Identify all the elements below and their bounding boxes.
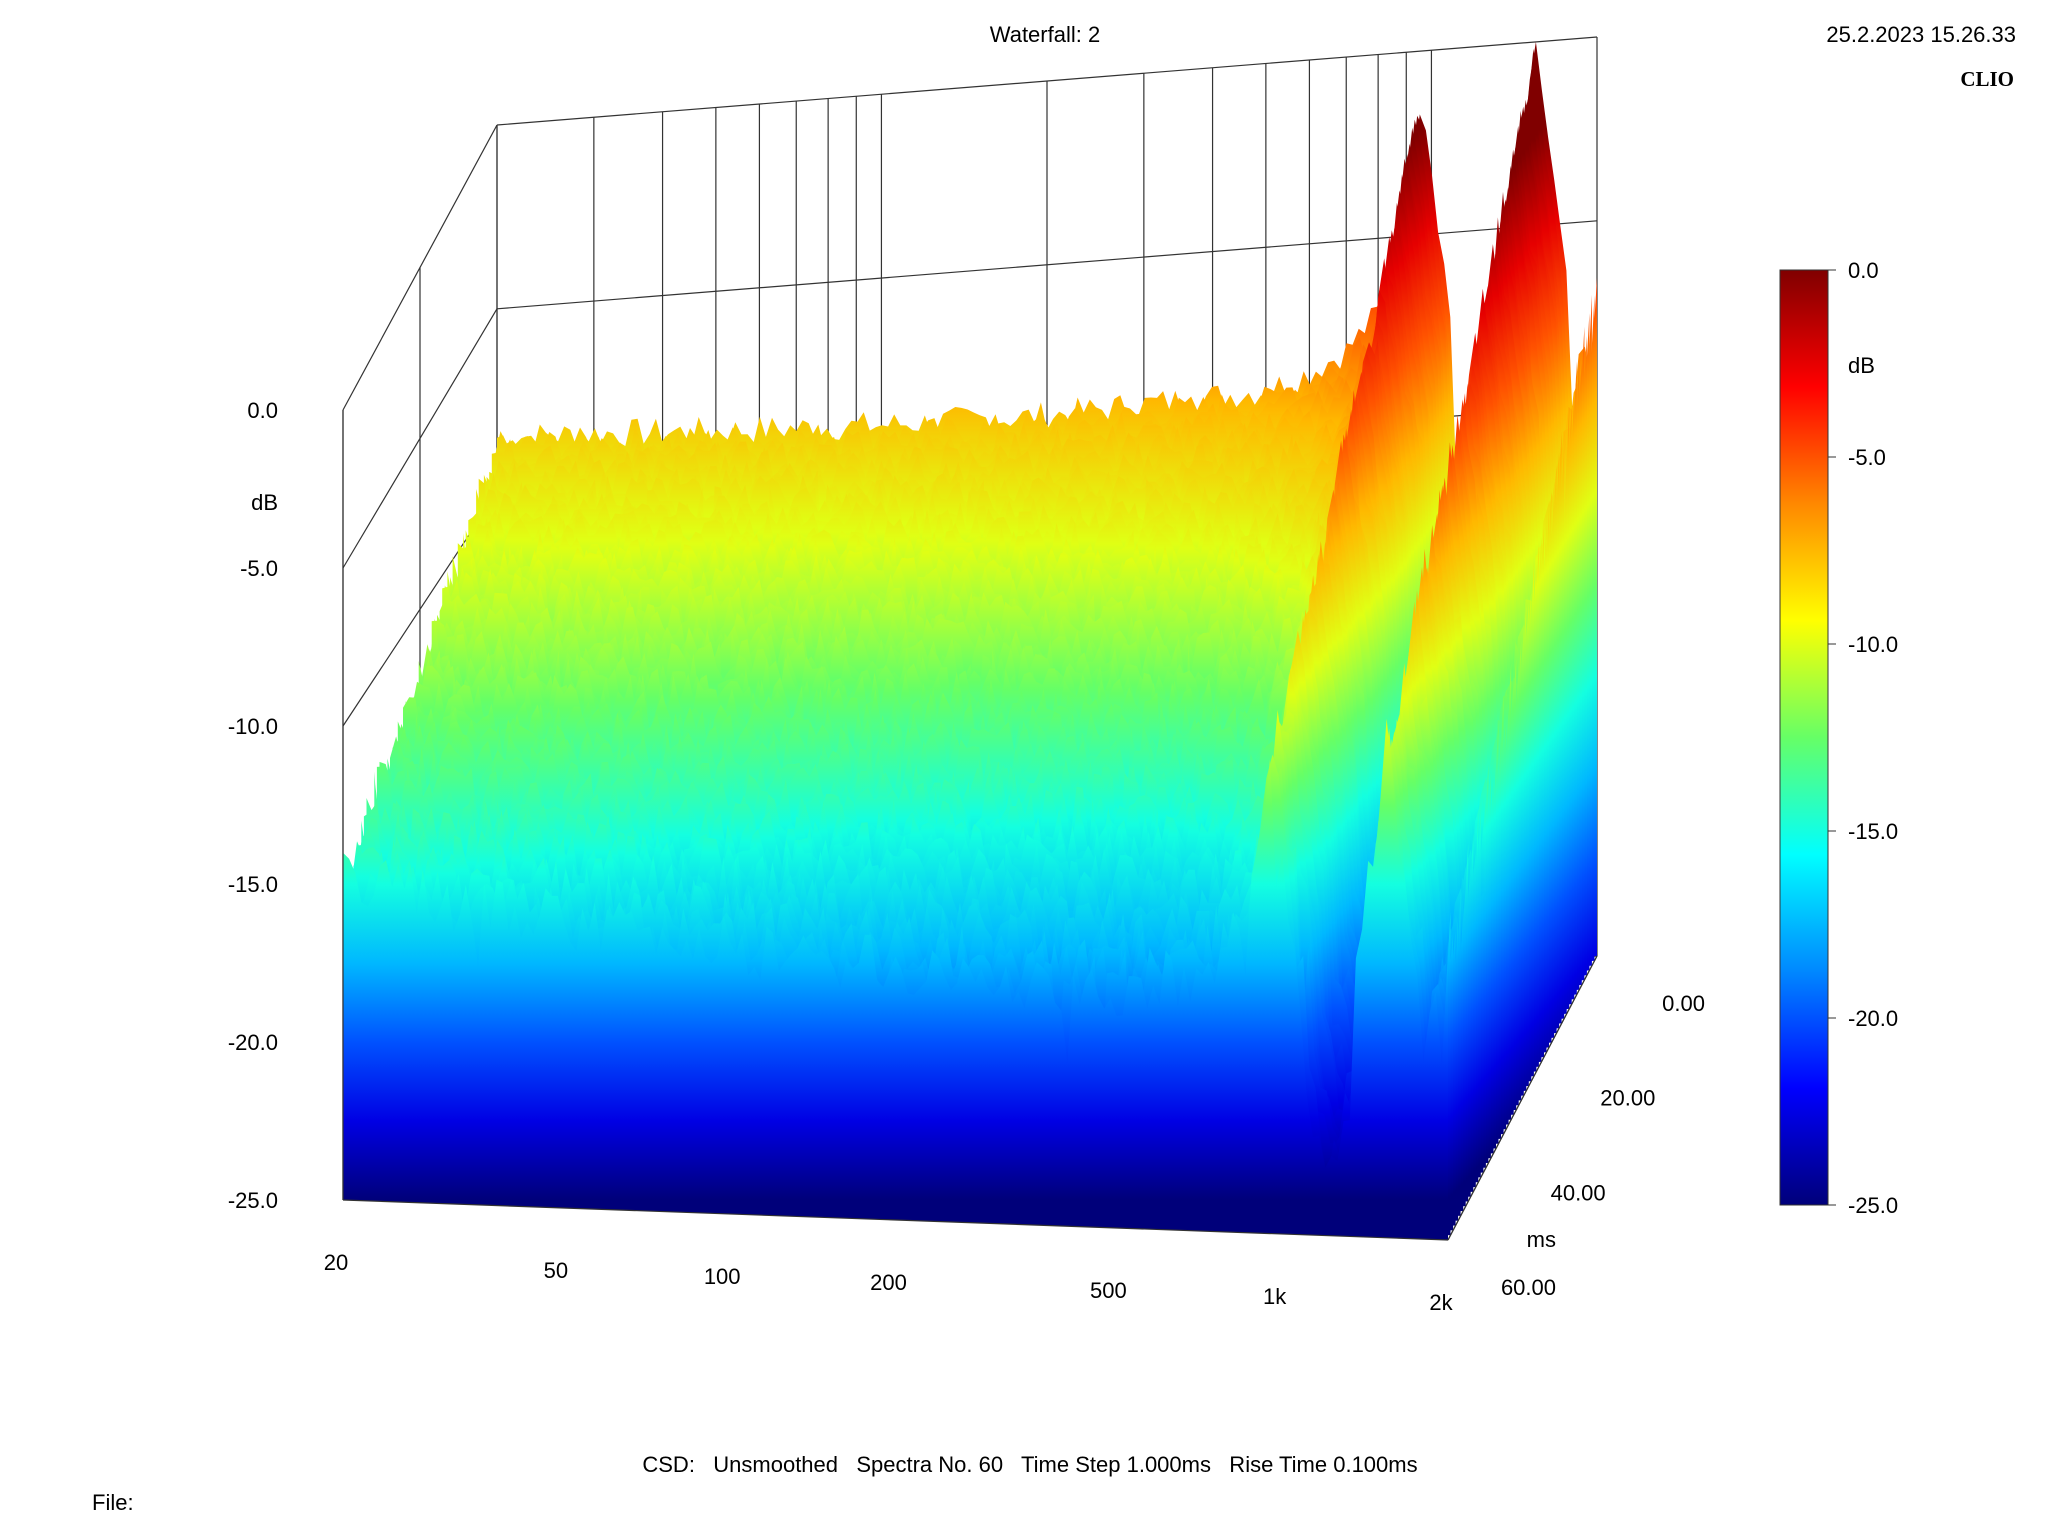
- y-tick-label: -25.0: [228, 1188, 278, 1213]
- x-axis-tick-labels: 20 50 100 200 500 1k 2k: [324, 1250, 1454, 1315]
- y-tick-label: -20.0: [228, 1030, 278, 1055]
- z-axis-tick-labels: 0.00 20.00 40.00 60.00: [1501, 991, 1705, 1300]
- colorbar-tick-label: -25.0: [1848, 1193, 1898, 1218]
- colorbar-tick-labels: 0.0 -5.0 -10.0 -15.0 -20.0 -25.0: [1828, 258, 1898, 1218]
- colorbar-tick-label: -10.0: [1848, 632, 1898, 657]
- spectrum-slice: [343, 718, 1448, 1240]
- colorbar-tick-label: -20.0: [1848, 1006, 1898, 1031]
- colorbar: [1779, 269, 1829, 1206]
- brand-logo: CLIO: [1960, 67, 2014, 91]
- x-tick-label: 20: [324, 1250, 348, 1275]
- z-tick-label: 40.00: [1551, 1180, 1606, 1205]
- x-tick-label: 200: [870, 1270, 907, 1295]
- x-tick-label: 500: [1090, 1278, 1127, 1303]
- file-label: File:: [92, 1490, 134, 1515]
- chart-title: Waterfall: 2: [990, 22, 1100, 47]
- x-tick-label: 100: [704, 1264, 741, 1289]
- y-axis-tick-labels: 0.0 -5.0 -10.0 -15.0 -20.0 -25.0: [228, 398, 278, 1213]
- z-tick-label: 60.00: [1501, 1275, 1556, 1300]
- z-axis-line: [1447, 955, 1598, 1241]
- z-tick-label: 20.00: [1600, 1086, 1655, 1111]
- x-tick-label: 50: [544, 1258, 568, 1283]
- timestamp: 25.2.2023 15.26.33: [1826, 22, 2016, 47]
- x-tick-label: 2k: [1429, 1290, 1453, 1315]
- y-tick-label: -10.0: [228, 714, 278, 739]
- z-tick-label: 0.00: [1662, 991, 1705, 1016]
- y-tick-label: 0.0: [247, 398, 278, 423]
- colorbar-tick-label: -15.0: [1848, 819, 1898, 844]
- y-tick-label: -5.0: [240, 556, 278, 581]
- z-axis-unit: ms: [1527, 1227, 1556, 1252]
- waterfall-surface: [343, 41, 1597, 1240]
- y-tick-label: -15.0: [228, 872, 278, 897]
- colorbar-tick-label: -5.0: [1848, 445, 1886, 470]
- colorbar-tick-label: 0.0: [1848, 258, 1879, 283]
- measurement-settings: CSD: Unsmoothed Spectra No. 60 Time Step…: [642, 1452, 1417, 1477]
- front-axis: [342, 410, 1598, 1241]
- x-tick-label: 1k: [1263, 1284, 1287, 1309]
- y-axis-unit: dB: [251, 490, 278, 515]
- x-axis-line: [342, 1199, 1449, 1241]
- colorbar-unit: dB: [1848, 353, 1875, 378]
